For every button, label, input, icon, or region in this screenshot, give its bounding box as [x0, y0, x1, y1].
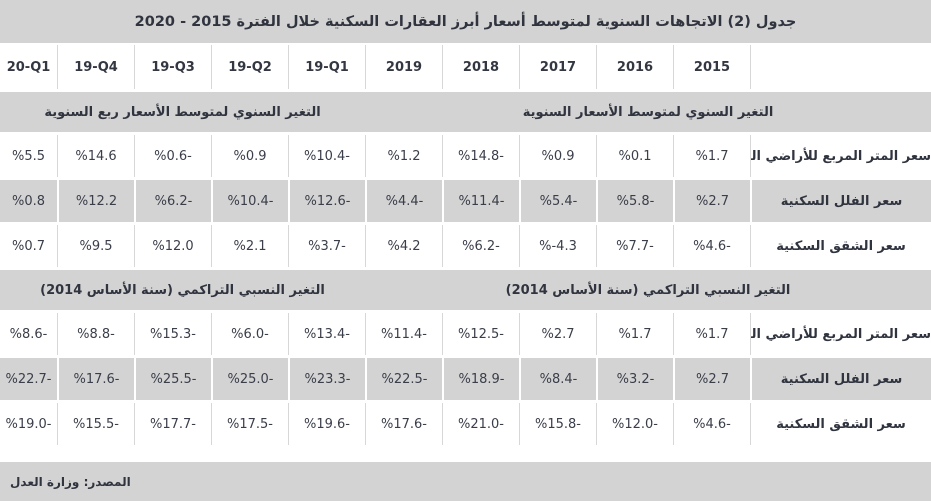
- section-header-annual-right: التغير السنوي لمتوسط الأسعار السنوية: [365, 92, 931, 132]
- row-label: سعر الفلل السكنية: [750, 358, 931, 400]
- value-cell: %6.2-: [442, 225, 519, 267]
- table-title: جدول (2) الاتجاهات السنوية لمتوسط أسعار …: [0, 0, 931, 43]
- period-header-19q2: 19-Q2: [211, 45, 288, 89]
- section-header-cumulative-left: التغير النسبي التراكمي (سنة الأساس 2014): [0, 270, 365, 310]
- table-row-land-cumulative: سعر المتر المربع للأراضي السكنية %1.7 %1…: [0, 313, 931, 355]
- value-cell: %2.7: [673, 180, 750, 222]
- value-cell: %13.4-: [288, 313, 365, 355]
- value-cell: %6.0-: [211, 313, 288, 355]
- period-header-2017: 2017: [519, 45, 596, 89]
- value-cell: %0.9: [211, 135, 288, 177]
- value-cell: %4.6-: [673, 225, 750, 267]
- source-footer: المصدر: وزارة العدل: [0, 462, 931, 501]
- section-header-cumulative-change: التغير النسبي التراكمي (سنة الأساس 2014)…: [0, 270, 931, 310]
- value-cell: %17.7-: [134, 403, 211, 445]
- row-label: سعر الشقق السكنية: [750, 225, 931, 267]
- period-header-2016: 2016: [596, 45, 673, 89]
- value-cell: %10.4-: [211, 180, 288, 222]
- value-cell: %-4.3: [519, 225, 596, 267]
- real-estate-price-table: 2015 2016 2017 2018 2019 19-Q1 19-Q2 19-…: [0, 42, 931, 448]
- section-header-cumulative-right: التغير النسبي التراكمي (سنة الأساس 2014): [365, 270, 931, 310]
- value-cell: %5.4-: [519, 180, 596, 222]
- period-header-2019: 2019: [365, 45, 442, 89]
- table-row-villas-cumulative: سعر الفلل السكنية %2.7 %3.2- %8.4- %18.9…: [0, 358, 931, 400]
- value-cell: %6.2-: [134, 180, 211, 222]
- period-header-20q1: 20-Q1: [0, 45, 57, 89]
- value-cell: %8.6-: [0, 313, 57, 355]
- value-cell: %3.7-: [288, 225, 365, 267]
- value-cell: %5.5: [0, 135, 57, 177]
- value-cell: %0.8: [0, 180, 57, 222]
- value-cell: %7.7-: [596, 225, 673, 267]
- period-header-2015: 2015: [673, 45, 750, 89]
- value-cell: %4.2: [365, 225, 442, 267]
- value-cell: %11.4-: [442, 180, 519, 222]
- row-label: سعر الفلل السكنية: [750, 180, 931, 222]
- value-cell: %17.6-: [365, 403, 442, 445]
- value-cell: %2.7: [673, 358, 750, 400]
- period-header-19q4: 19-Q4: [57, 45, 134, 89]
- value-cell: %8.8-: [57, 313, 134, 355]
- row-label: سعر المتر المربع للأراضي السكنية: [750, 135, 931, 177]
- section-header-annual-change: التغير السنوي لمتوسط الأسعار السنوية الت…: [0, 92, 931, 132]
- value-cell: %10.4-: [288, 135, 365, 177]
- value-cell: %15.3-: [134, 313, 211, 355]
- value-cell: %17.6-: [57, 358, 134, 400]
- value-cell: %12.5-: [442, 313, 519, 355]
- value-cell: %0.6-: [134, 135, 211, 177]
- value-cell: %12.0: [134, 225, 211, 267]
- value-cell: %19.0-: [0, 403, 57, 445]
- value-cell: %14.8-: [442, 135, 519, 177]
- period-header-19q1: 19-Q1: [288, 45, 365, 89]
- row-label: سعر الشقق السكنية: [750, 403, 931, 445]
- value-cell: %2.7: [519, 313, 596, 355]
- value-cell: %11.4-: [365, 313, 442, 355]
- value-cell: %18.9-: [442, 358, 519, 400]
- value-cell: %1.7: [596, 313, 673, 355]
- source-text: المصدر: وزارة العدل: [10, 474, 131, 489]
- value-cell: %0.1: [596, 135, 673, 177]
- value-cell: %23.3-: [288, 358, 365, 400]
- value-cell: %14.6: [57, 135, 134, 177]
- table-row-land-annual: سعر المتر المربع للأراضي السكنية %1.7 %0…: [0, 135, 931, 177]
- value-cell: %19.6-: [288, 403, 365, 445]
- value-cell: %22.5-: [365, 358, 442, 400]
- value-cell: %17.5-: [211, 403, 288, 445]
- value-cell: %15.8-: [519, 403, 596, 445]
- row-label: سعر المتر المربع للأراضي السكنية: [750, 313, 931, 355]
- value-cell: %21.0-: [442, 403, 519, 445]
- value-cell: %5.8-: [596, 180, 673, 222]
- value-cell: %4.6-: [673, 403, 750, 445]
- value-cell: %8.4-: [519, 358, 596, 400]
- value-cell: %22.7-: [0, 358, 57, 400]
- value-cell: %3.2-: [596, 358, 673, 400]
- section-header-annual-left: التغير السنوي لمتوسط الأسعار ربع السنوية: [0, 92, 365, 132]
- value-cell: %12.6-: [288, 180, 365, 222]
- value-cell: %1.7: [673, 313, 750, 355]
- table-row-villas-annual: سعر الفلل السكنية %2.7 %5.8- %5.4- %11.4…: [0, 180, 931, 222]
- period-header-row: 2015 2016 2017 2018 2019 19-Q1 19-Q2 19-…: [0, 45, 931, 89]
- value-cell: %25.0-: [211, 358, 288, 400]
- value-cell: %12.2: [57, 180, 134, 222]
- value-cell: %0.9: [519, 135, 596, 177]
- value-cell: %15.5-: [57, 403, 134, 445]
- period-header-19q3: 19-Q3: [134, 45, 211, 89]
- value-cell: %1.2: [365, 135, 442, 177]
- value-cell: %4.4-: [365, 180, 442, 222]
- value-cell: %0.7: [0, 225, 57, 267]
- value-cell: %12.0-: [596, 403, 673, 445]
- corner-cell: [750, 45, 931, 89]
- period-header-2018: 2018: [442, 45, 519, 89]
- value-cell: %9.5: [57, 225, 134, 267]
- value-cell: %2.1: [211, 225, 288, 267]
- table-row-apartments-annual: سعر الشقق السكنية %4.6- %7.7- %-4.3 %6.2…: [0, 225, 931, 267]
- value-cell: %1.7: [673, 135, 750, 177]
- table-row-apartments-cumulative: سعر الشقق السكنية %4.6- %12.0- %15.8- %2…: [0, 403, 931, 445]
- value-cell: %25.5-: [134, 358, 211, 400]
